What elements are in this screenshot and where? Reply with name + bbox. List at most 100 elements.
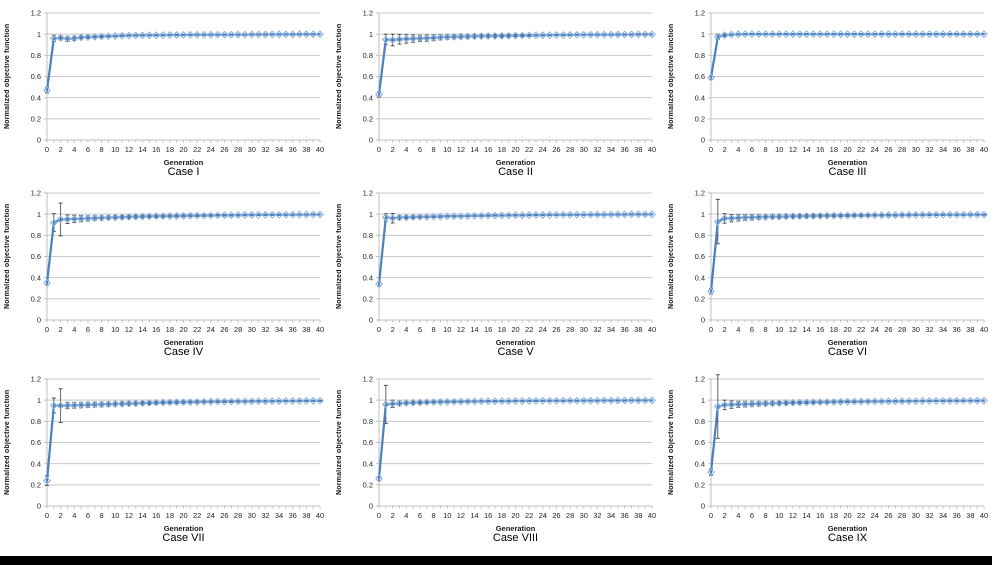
svg-text:18: 18	[498, 511, 506, 520]
chart-title: Case VII	[162, 532, 205, 544]
svg-text:18: 18	[498, 325, 506, 334]
svg-text:40: 40	[648, 325, 656, 334]
svg-text:34: 34	[939, 325, 947, 334]
svg-text:1: 1	[701, 210, 705, 219]
plot-case-ii: 00.20.40.60.811.20 2 4 6 8 10 12 14 16 18 20 22 24 26…	[363, 9, 657, 154]
gridlines	[47, 192, 320, 300]
axes	[44, 192, 321, 323]
svg-text:16: 16	[484, 325, 492, 334]
series-markers	[43, 210, 324, 287]
chart-grid: Normalized objective function 0 0.2 0.4 0.6…	[0, 9, 996, 552]
svg-text:12: 12	[789, 325, 797, 334]
svg-text:1.2: 1.2	[363, 375, 373, 384]
svg-text:4: 4	[736, 511, 740, 520]
svg-text:14: 14	[138, 325, 146, 334]
svg-text:0.8: 0.8	[363, 231, 373, 240]
svg-text:14: 14	[470, 325, 478, 334]
svg-text:0.4: 0.4	[695, 459, 705, 468]
x-tick-labels: 0 2 4 6 8 10 12 14 16 18 20 22 24 26 28 30 32 34 36 38 40	[45, 511, 324, 520]
svg-text:0.2: 0.2	[31, 114, 41, 123]
svg-text:34: 34	[607, 325, 615, 334]
svg-text:22: 22	[193, 145, 201, 154]
svg-text:30: 30	[580, 325, 588, 334]
axes	[376, 192, 653, 323]
svg-text:8: 8	[100, 511, 104, 520]
gridlines	[47, 12, 320, 120]
svg-text:26: 26	[220, 325, 228, 334]
chart-case-iv: Normalized objective function 0 0.2 0.4 0.6…	[0, 180, 332, 366]
chart-title: Case III	[828, 166, 867, 178]
svg-text:22: 22	[857, 325, 865, 334]
chart-title: Case VI	[827, 346, 868, 358]
svg-text:28: 28	[234, 145, 242, 154]
svg-text:0.6: 0.6	[695, 438, 705, 447]
svg-text:10: 10	[111, 325, 119, 334]
svg-text:30: 30	[580, 511, 588, 520]
plot-case-iv: 00.20.40.60.811.20 2 4 6 8 10 12 14 16 18 20 22 24 26…	[31, 189, 325, 334]
svg-text:18: 18	[166, 145, 174, 154]
series-line	[45, 213, 322, 285]
svg-text:14: 14	[802, 511, 810, 520]
gridlines	[379, 378, 652, 486]
svg-text:1.2: 1.2	[363, 9, 373, 18]
svg-text:2: 2	[723, 511, 727, 520]
chart-case-ix: Normalized objective function 0 0.2 0.4 0.6…	[664, 366, 996, 552]
series-line	[45, 399, 322, 482]
svg-text:6: 6	[86, 145, 90, 154]
bottom-black-bar	[0, 556, 992, 565]
y-tick-labels: 0 0.2 0.4 0.6 0.8 1 1.2	[695, 189, 705, 325]
svg-text:12: 12	[789, 511, 797, 520]
svg-text:16: 16	[152, 511, 160, 520]
series-line	[377, 33, 654, 96]
series-markers	[707, 396, 988, 477]
x-axis-title: Generation	[495, 524, 536, 533]
x-axis-title: Generation	[827, 524, 868, 533]
gridlines	[711, 192, 984, 300]
svg-text:1: 1	[369, 30, 373, 39]
error-bars	[45, 34, 145, 94]
svg-text:12: 12	[789, 145, 797, 154]
svg-text:36: 36	[621, 511, 629, 520]
svg-text:24: 24	[539, 145, 547, 154]
axes	[708, 192, 985, 323]
svg-text:0.4: 0.4	[31, 459, 41, 468]
svg-text:30: 30	[248, 145, 256, 154]
svg-text:6: 6	[750, 325, 754, 334]
y-tick-labels: 0 0.2 0.4 0.6 0.8 1 1.2	[31, 9, 41, 145]
svg-text:36: 36	[953, 145, 961, 154]
series-markers	[43, 30, 324, 95]
svg-text:28: 28	[898, 325, 906, 334]
axes	[376, 378, 653, 509]
gridlines	[379, 12, 652, 120]
series-markers	[707, 210, 988, 296]
svg-text:2: 2	[391, 145, 395, 154]
svg-text:38: 38	[302, 325, 310, 334]
series-markers	[43, 396, 324, 485]
y-tick-labels: 0 0.2 0.4 0.6 0.8 1 1.2	[363, 189, 373, 325]
svg-text:28: 28	[234, 511, 242, 520]
svg-text:16: 16	[484, 511, 492, 520]
svg-text:2: 2	[59, 325, 63, 334]
chart-case-vii: Normalized objective function 0 0.2 0.4 0.6…	[0, 366, 332, 552]
svg-text:22: 22	[857, 511, 865, 520]
plot-case-vii: 00.20.40.60.811.20 2 4 6 8 10 12 14 16 18 20 22 24 26…	[31, 375, 325, 520]
axes	[44, 378, 321, 509]
svg-text:24: 24	[207, 511, 215, 520]
svg-text:28: 28	[898, 145, 906, 154]
svg-text:24: 24	[871, 511, 879, 520]
svg-text:0: 0	[701, 502, 705, 511]
x-tick-labels: 0 2 4 6 8 10 12 14 16 18 20 22 24 26 28 30 32 34 36 38 40	[709, 145, 988, 154]
svg-text:14: 14	[470, 145, 478, 154]
svg-text:36: 36	[289, 145, 297, 154]
chart-case-vi: Normalized objective function 0 0.2 0.4 0.6…	[664, 180, 996, 366]
svg-text:32: 32	[593, 511, 601, 520]
svg-text:0: 0	[377, 145, 381, 154]
series-markers	[375, 396, 656, 483]
chart-case-v: Normalized objective function 0 0.2 0.4 0.6…	[332, 180, 664, 366]
chart-title: Case IX	[827, 532, 868, 544]
svg-text:0: 0	[709, 511, 713, 520]
svg-text:8: 8	[432, 511, 436, 520]
svg-text:34: 34	[275, 511, 283, 520]
svg-text:0: 0	[37, 502, 41, 511]
svg-text:4: 4	[404, 145, 408, 154]
